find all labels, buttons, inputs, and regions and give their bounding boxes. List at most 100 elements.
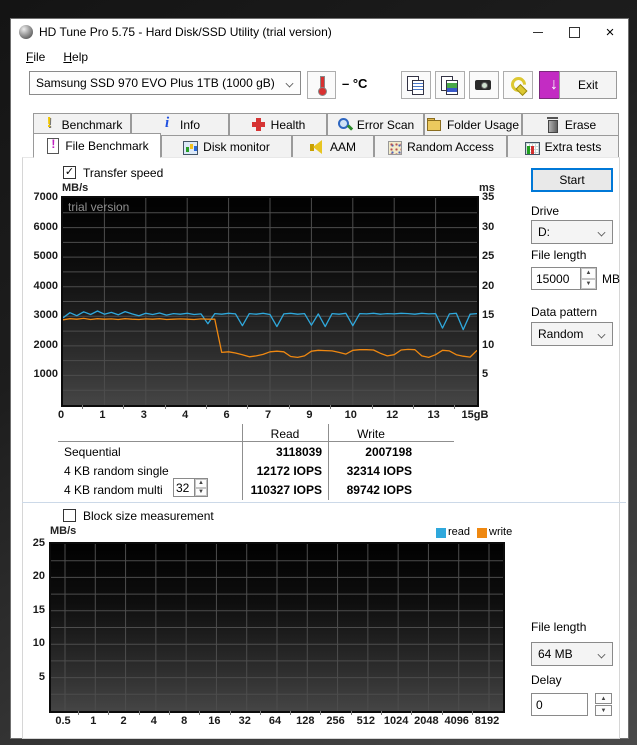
table-header-rule xyxy=(58,441,454,442)
extratests-icon xyxy=(524,140,540,155)
file-length2-select[interactable]: 64 MB xyxy=(531,642,613,666)
title-bar: HD Tune Pro 5.75 - Hard Disk/SSD Utility… xyxy=(11,19,628,45)
axis-tick-label: 15 xyxy=(482,309,495,322)
app-icon xyxy=(19,25,33,39)
delay-label: Delay xyxy=(531,673,562,687)
data-pattern-select[interactable]: Random xyxy=(531,322,613,346)
options-button[interactable] xyxy=(503,71,533,99)
tab-label: Benchmark xyxy=(61,117,123,132)
tab-label: AAM xyxy=(329,140,356,154)
file-length-value: 15000 xyxy=(536,271,570,286)
block-size-chart xyxy=(49,542,505,713)
tab-benchmark[interactable]: Benchmark xyxy=(33,113,131,135)
maximize-button[interactable] xyxy=(556,19,592,45)
axis-minor-tick xyxy=(411,711,413,715)
spin-up-icon[interactable]: ▲ xyxy=(195,479,207,488)
random-multi-write-value: 89742 IOPS xyxy=(346,483,412,497)
axis-tick-label: 3 xyxy=(140,409,147,421)
tab-health[interactable]: Health xyxy=(229,113,327,135)
chevron-down-icon xyxy=(598,330,606,338)
benchmark-icon xyxy=(42,114,57,132)
delay-input[interactable]: 0 xyxy=(531,693,588,716)
transfer-speed-checkbox[interactable]: ✓ xyxy=(63,166,76,179)
row-label-sequential: Sequential xyxy=(64,445,121,459)
file-length-input[interactable]: 15000 xyxy=(531,267,581,290)
block-size-checkbox[interactable] xyxy=(63,509,76,522)
random-icon xyxy=(387,140,403,155)
device-selector[interactable]: Samsung SSD 970 EVO Plus 1TB (1000 gB) xyxy=(29,71,301,95)
copy-image-button[interactable] xyxy=(435,71,465,99)
spin-up-icon[interactable]: ▲ xyxy=(581,268,596,279)
copy-text-icon xyxy=(406,76,426,95)
read-legend-swatch xyxy=(436,528,446,538)
axis-tick-label: 4000 xyxy=(33,279,58,292)
close-button[interactable]: × xyxy=(592,19,628,45)
queue-depth-spinner[interactable]: ▲ ▼ xyxy=(194,478,208,497)
menu-bar: File Help xyxy=(11,45,628,69)
chart1-y2-unit: ms xyxy=(479,182,495,194)
delay-spinner[interactable]: ▲ ▼ xyxy=(595,693,612,716)
axis-minor-tick xyxy=(441,711,443,715)
menu-help[interactable]: Help xyxy=(63,50,89,64)
spin-down-icon[interactable]: ▼ xyxy=(595,705,612,716)
axis-minor-tick xyxy=(199,711,201,715)
menu-file[interactable]: File xyxy=(26,50,46,64)
maximize-icon xyxy=(568,26,580,38)
axis-tick-label: 6000 xyxy=(33,220,58,233)
tab-label: Erase xyxy=(564,117,597,132)
tab-label: Health xyxy=(270,117,306,132)
axis-tick-label: 25 xyxy=(482,250,495,263)
axis-tick-label: 64 xyxy=(268,715,282,727)
start-button[interactable]: Start xyxy=(531,168,613,192)
spin-down-icon[interactable]: ▼ xyxy=(195,487,207,496)
axis-minor-tick xyxy=(290,711,292,715)
temperature-readout: – °C xyxy=(342,76,368,91)
transfer-speed-label: Transfer speed xyxy=(83,166,164,180)
tab-file-benchmark[interactable]: File Benchmark xyxy=(33,133,161,158)
health-icon xyxy=(251,117,266,132)
row-label-random-single: 4 KB random single xyxy=(64,464,169,478)
drive-select[interactable]: D: xyxy=(531,220,613,244)
tab-disk-monitor[interactable]: Disk monitor xyxy=(161,135,292,158)
tab-folder-usage[interactable]: Folder Usage xyxy=(424,113,522,135)
queue-depth-value: 32 xyxy=(176,480,190,495)
axis-tick-label: 4 xyxy=(150,715,157,727)
spin-down-icon[interactable]: ▼ xyxy=(581,278,596,289)
random-single-read-value: 12172 IOPS xyxy=(256,464,322,478)
minimize-button[interactable] xyxy=(520,19,556,45)
tab-aam[interactable]: AAM xyxy=(292,135,374,158)
screenshot-button[interactable] xyxy=(469,71,499,99)
copy-image-icon xyxy=(440,76,460,95)
chart1-y-unit: MB/s xyxy=(62,182,89,194)
minimize-icon xyxy=(533,31,543,33)
tab-page xyxy=(22,157,620,739)
tab-error-scan[interactable]: Error Scan xyxy=(327,113,424,135)
temperature-button[interactable] xyxy=(307,71,336,99)
tab-info[interactable]: Info xyxy=(131,113,229,135)
tab-erase[interactable]: Erase xyxy=(522,113,619,135)
axis-tick-label: 256 xyxy=(326,715,345,727)
copy-text-button[interactable] xyxy=(401,71,431,99)
exit-button[interactable]: Exit xyxy=(559,71,617,99)
axis-tick-label: 16 xyxy=(208,715,221,727)
file-length-spinner[interactable]: ▲ ▼ xyxy=(580,267,597,290)
camera-icon xyxy=(474,77,494,93)
tab-label: Disk monitor xyxy=(203,140,270,154)
axis-tick-label: 5 xyxy=(38,670,45,683)
trial-watermark: trial version xyxy=(68,200,130,214)
info-icon xyxy=(160,115,175,132)
axis-tick-label: 2000 xyxy=(33,338,58,351)
axis-tick-label: 15 xyxy=(32,603,45,616)
delay-value: 0 xyxy=(536,697,543,712)
axis-tick-label: 128 xyxy=(296,715,315,727)
tab-extra-tests[interactable]: Extra tests xyxy=(507,135,619,158)
axis-minor-tick xyxy=(371,405,373,409)
col-header-read: Read xyxy=(270,427,300,441)
spin-up-icon[interactable]: ▲ xyxy=(595,693,612,704)
axis-tick-label: 15gB xyxy=(461,409,489,421)
axis-tick-label: 10 xyxy=(32,637,45,650)
chevron-down-icon xyxy=(286,79,294,87)
axis-minor-tick xyxy=(259,711,261,715)
tab-random-access[interactable]: Random Access xyxy=(374,135,507,158)
